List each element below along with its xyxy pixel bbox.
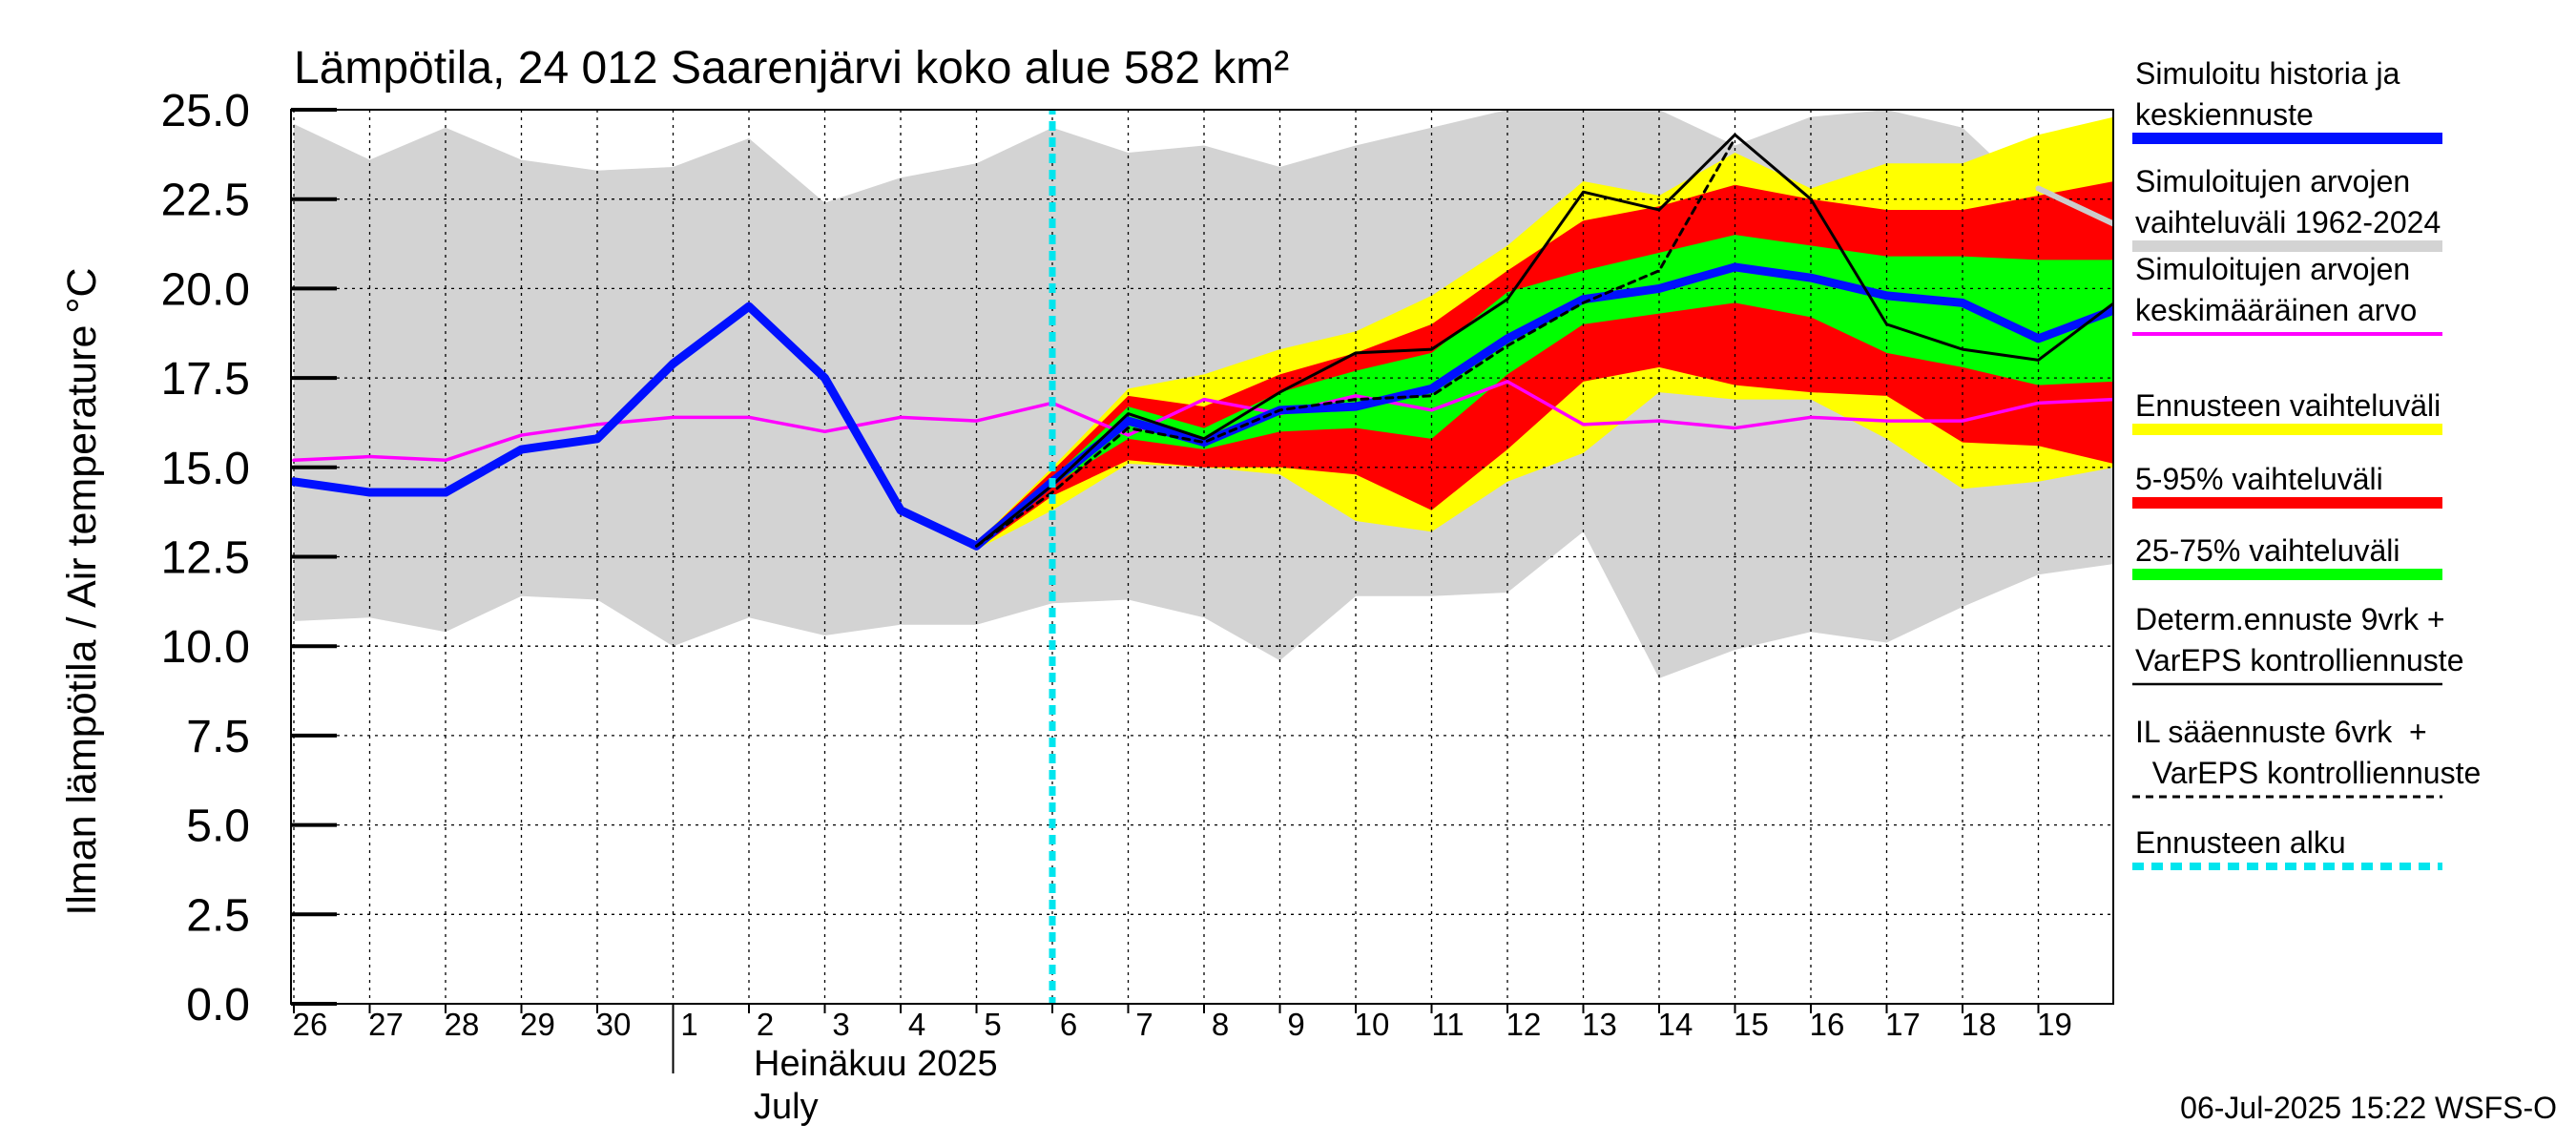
legend-label: VarEPS kontrolliennuste — [2135, 756, 2481, 790]
y-axis-label: Ilman lämpötila / Air temperature °C — [59, 267, 105, 915]
band-25-75 — [976, 235, 2113, 547]
series-simulated-line — [291, 262, 2113, 551]
x-tick-label: 4 — [908, 1007, 925, 1042]
y-tick-label: 25.0 — [161, 86, 250, 136]
y-tick-label: 0.0 — [186, 980, 250, 1030]
x-tick-label: 9 — [1287, 1007, 1304, 1042]
x-tick-label: 17 — [1885, 1007, 1921, 1042]
series-historical-max-line — [2035, 185, 2113, 227]
x-tick-label: 2 — [757, 1007, 774, 1042]
x-tick-label: 26 — [293, 1007, 328, 1042]
y-tick-label: 2.5 — [186, 890, 250, 941]
series-deterministic-line — [975, 133, 2113, 548]
x-tick-label: 30 — [596, 1007, 632, 1042]
chart-title: Lämpötila, 24 012 Saarenjärvi koko alue … — [294, 43, 1289, 94]
y-tick-label: 15.0 — [161, 444, 250, 494]
x-tick-label: 19 — [2037, 1007, 2072, 1042]
legend-label: Simuloitujen arvojen — [2135, 252, 2410, 286]
legend-label: Determ.ennuste 9vrk + — [2135, 602, 2445, 636]
series-mean-line — [292, 380, 2113, 463]
legend-label: keskimääräinen arvo — [2135, 293, 2417, 327]
legend-label: 25-75% vaihteluväli — [2135, 533, 2400, 568]
x-tick-label: 13 — [1582, 1007, 1617, 1042]
legend: Simuloitu historia ja keskiennuste Simuloi… — [2132, 56, 2481, 870]
x-tick-label: 14 — [1658, 1007, 1693, 1042]
footer-timestamp: 06-Jul-2025 15:22 WSFS-O — [2180, 1091, 2557, 1125]
y-tick-label: 5.0 — [186, 802, 250, 852]
x-tick-label: 1 — [680, 1007, 697, 1042]
x-tick-label: 7 — [1135, 1007, 1153, 1042]
legend-label: Ennusteen alku — [2135, 825, 2346, 860]
legend-label: Simuloitujen arvojen — [2135, 164, 2410, 198]
legend-label: vaihteluväli 1962-2024 — [2135, 205, 2441, 239]
text-layer: Lämpötila, 24 012 Saarenjärvi koko alue … — [59, 43, 2557, 1127]
x-tick-label: 12 — [1506, 1007, 1542, 1042]
legend-label: Simuloitu historia ja — [2135, 56, 2400, 91]
y-tick-label: 17.5 — [161, 354, 250, 405]
legend-label: VarEPS kontrolliennuste — [2135, 643, 2463, 677]
x-tick-label: 11 — [1431, 1007, 1464, 1042]
legend-label: keskiennuste — [2135, 97, 2314, 132]
x-tick-label: 27 — [368, 1007, 404, 1042]
legend-label: IL sääennuste 6vrk + — [2135, 715, 2427, 749]
x-tick-label: 18 — [1962, 1007, 1997, 1042]
y-tick-label: 22.5 — [161, 176, 250, 226]
x-tick-label: 15 — [1734, 1007, 1769, 1042]
y-tick-label: 20.0 — [161, 264, 250, 315]
x-tick-label: 3 — [832, 1007, 849, 1042]
x-tick-label: 10 — [1355, 1007, 1390, 1042]
y-tick-label: 10.0 — [161, 622, 250, 673]
month-label-en: July — [754, 1087, 819, 1127]
axes-layer — [290, 108, 2114, 1073]
x-tick-label: 5 — [984, 1007, 1001, 1042]
x-tick-label: 6 — [1060, 1007, 1077, 1042]
legend-label: 5-95% vaihteluväli — [2135, 462, 2383, 496]
tick-labels-layer: 0.0 2.5 5.0 7.5 10.0 12.5 15.0 17.5 20.0 22.5 25.0… — [161, 86, 2072, 1042]
x-tick-label: 28 — [445, 1007, 480, 1042]
lines-layer — [291, 110, 2113, 1004]
legend-label: Ennusteen vaihteluväli — [2135, 388, 2441, 423]
x-tick-label: 29 — [520, 1007, 555, 1042]
y-tick-label: 7.5 — [186, 712, 250, 762]
y-tick-label: 12.5 — [161, 533, 250, 584]
x-tick-label: 16 — [1810, 1007, 1845, 1042]
month-label: Heinäkuu 2025 — [754, 1044, 998, 1084]
series-il-forecast-line — [975, 136, 1736, 548]
x-tick-label: 8 — [1212, 1007, 1229, 1042]
